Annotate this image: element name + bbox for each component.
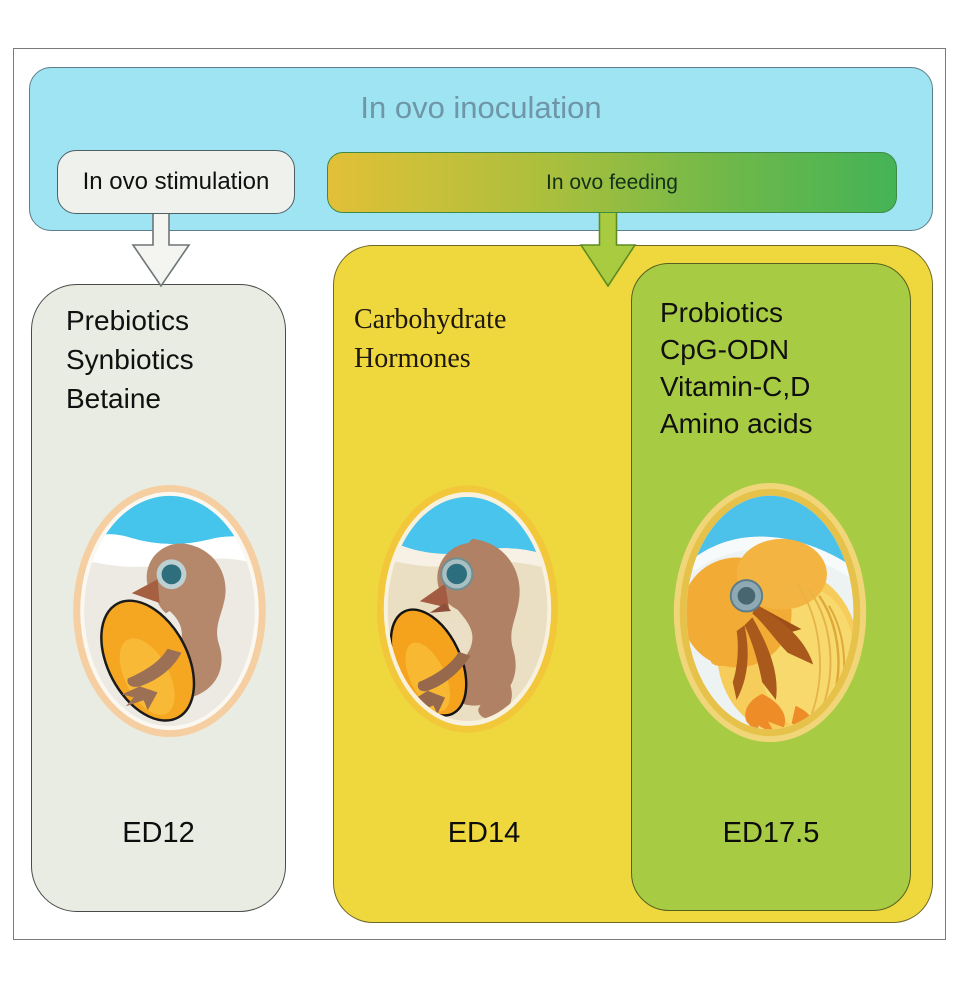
stimulation-pill-label: In ovo stimulation [82, 168, 270, 195]
in-ovo-stimulation-pill: In ovo stimulation [57, 150, 295, 214]
figure-frame: In ovo inoculation In ovo stimulation In… [13, 48, 946, 940]
list-item: Carbohydrate [354, 304, 507, 335]
egg-embryo-ed12-icon [73, 484, 266, 738]
list-item: Probiotics [660, 297, 783, 328]
carbohydrate-substance-list: Carbohydrate Hormones [354, 300, 506, 378]
stimulation-substance-list: Prebiotics Synbiotics Betaine [66, 301, 194, 418]
in-ovo-feeding-pill: In ovo feeding [327, 152, 897, 213]
in-ovo-inoculation-banner: In ovo inoculation In ovo stimulation In… [29, 67, 933, 231]
day-label-ed14: ED14 [447, 817, 521, 849]
egg-chick-ed17-icon [673, 482, 867, 743]
list-item: Synbiotics [66, 344, 194, 375]
list-item: Vitamin-C,D [660, 371, 811, 402]
stimulation-panel: Prebiotics Synbiotics Betaine [31, 284, 286, 912]
probiotics-panel: Probiotics CpG-ODN Vitamin-C,D Amino aci… [631, 263, 911, 911]
list-item: CpG-ODN [660, 334, 790, 365]
list-item: Prebiotics [66, 305, 189, 336]
list-item: Betaine [66, 383, 161, 414]
list-item: Hormones [354, 343, 471, 374]
feeding-pill-label: In ovo feeding [546, 170, 678, 194]
probiotics-substance-list: Probiotics CpG-ODN Vitamin-C,D Amino aci… [660, 294, 813, 442]
egg-embryo-ed14-icon [376, 485, 559, 733]
day-label-ed17: ED17.5 [722, 817, 820, 849]
list-item: Amino acids [660, 408, 813, 439]
banner-title: In ovo inoculation [360, 90, 602, 125]
day-label-ed12: ED12 [122, 817, 195, 849]
